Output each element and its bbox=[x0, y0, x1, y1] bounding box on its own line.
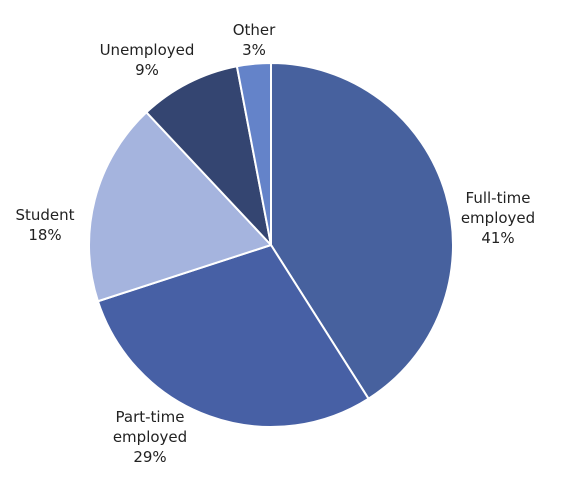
value-label: 18% bbox=[28, 226, 62, 244]
value-label: 29% bbox=[133, 448, 167, 466]
value-label: 9% bbox=[135, 61, 159, 79]
pie-slice bbox=[235, 62, 272, 246]
category-label: Full-time employed bbox=[460, 189, 536, 227]
pie-slice bbox=[88, 111, 272, 303]
value-label: 41% bbox=[481, 229, 515, 247]
slice-label: Other 3% bbox=[224, 20, 284, 60]
pie-slice bbox=[145, 65, 272, 246]
pie-slice bbox=[270, 62, 454, 400]
category-label: Part-time employed bbox=[112, 408, 188, 446]
pie-slice bbox=[96, 244, 370, 428]
category-label: Other bbox=[232, 21, 276, 39]
category-label: Unemployed bbox=[99, 41, 195, 59]
slice-label: Student 18% bbox=[0, 205, 95, 245]
value-label: 3% bbox=[242, 41, 266, 59]
slice-label: Full-time employed 41% bbox=[448, 188, 548, 248]
category-label: Student bbox=[15, 206, 75, 224]
slice-label: Part-time employed 29% bbox=[100, 407, 200, 467]
slice-label: Unemployed 9% bbox=[92, 40, 202, 80]
